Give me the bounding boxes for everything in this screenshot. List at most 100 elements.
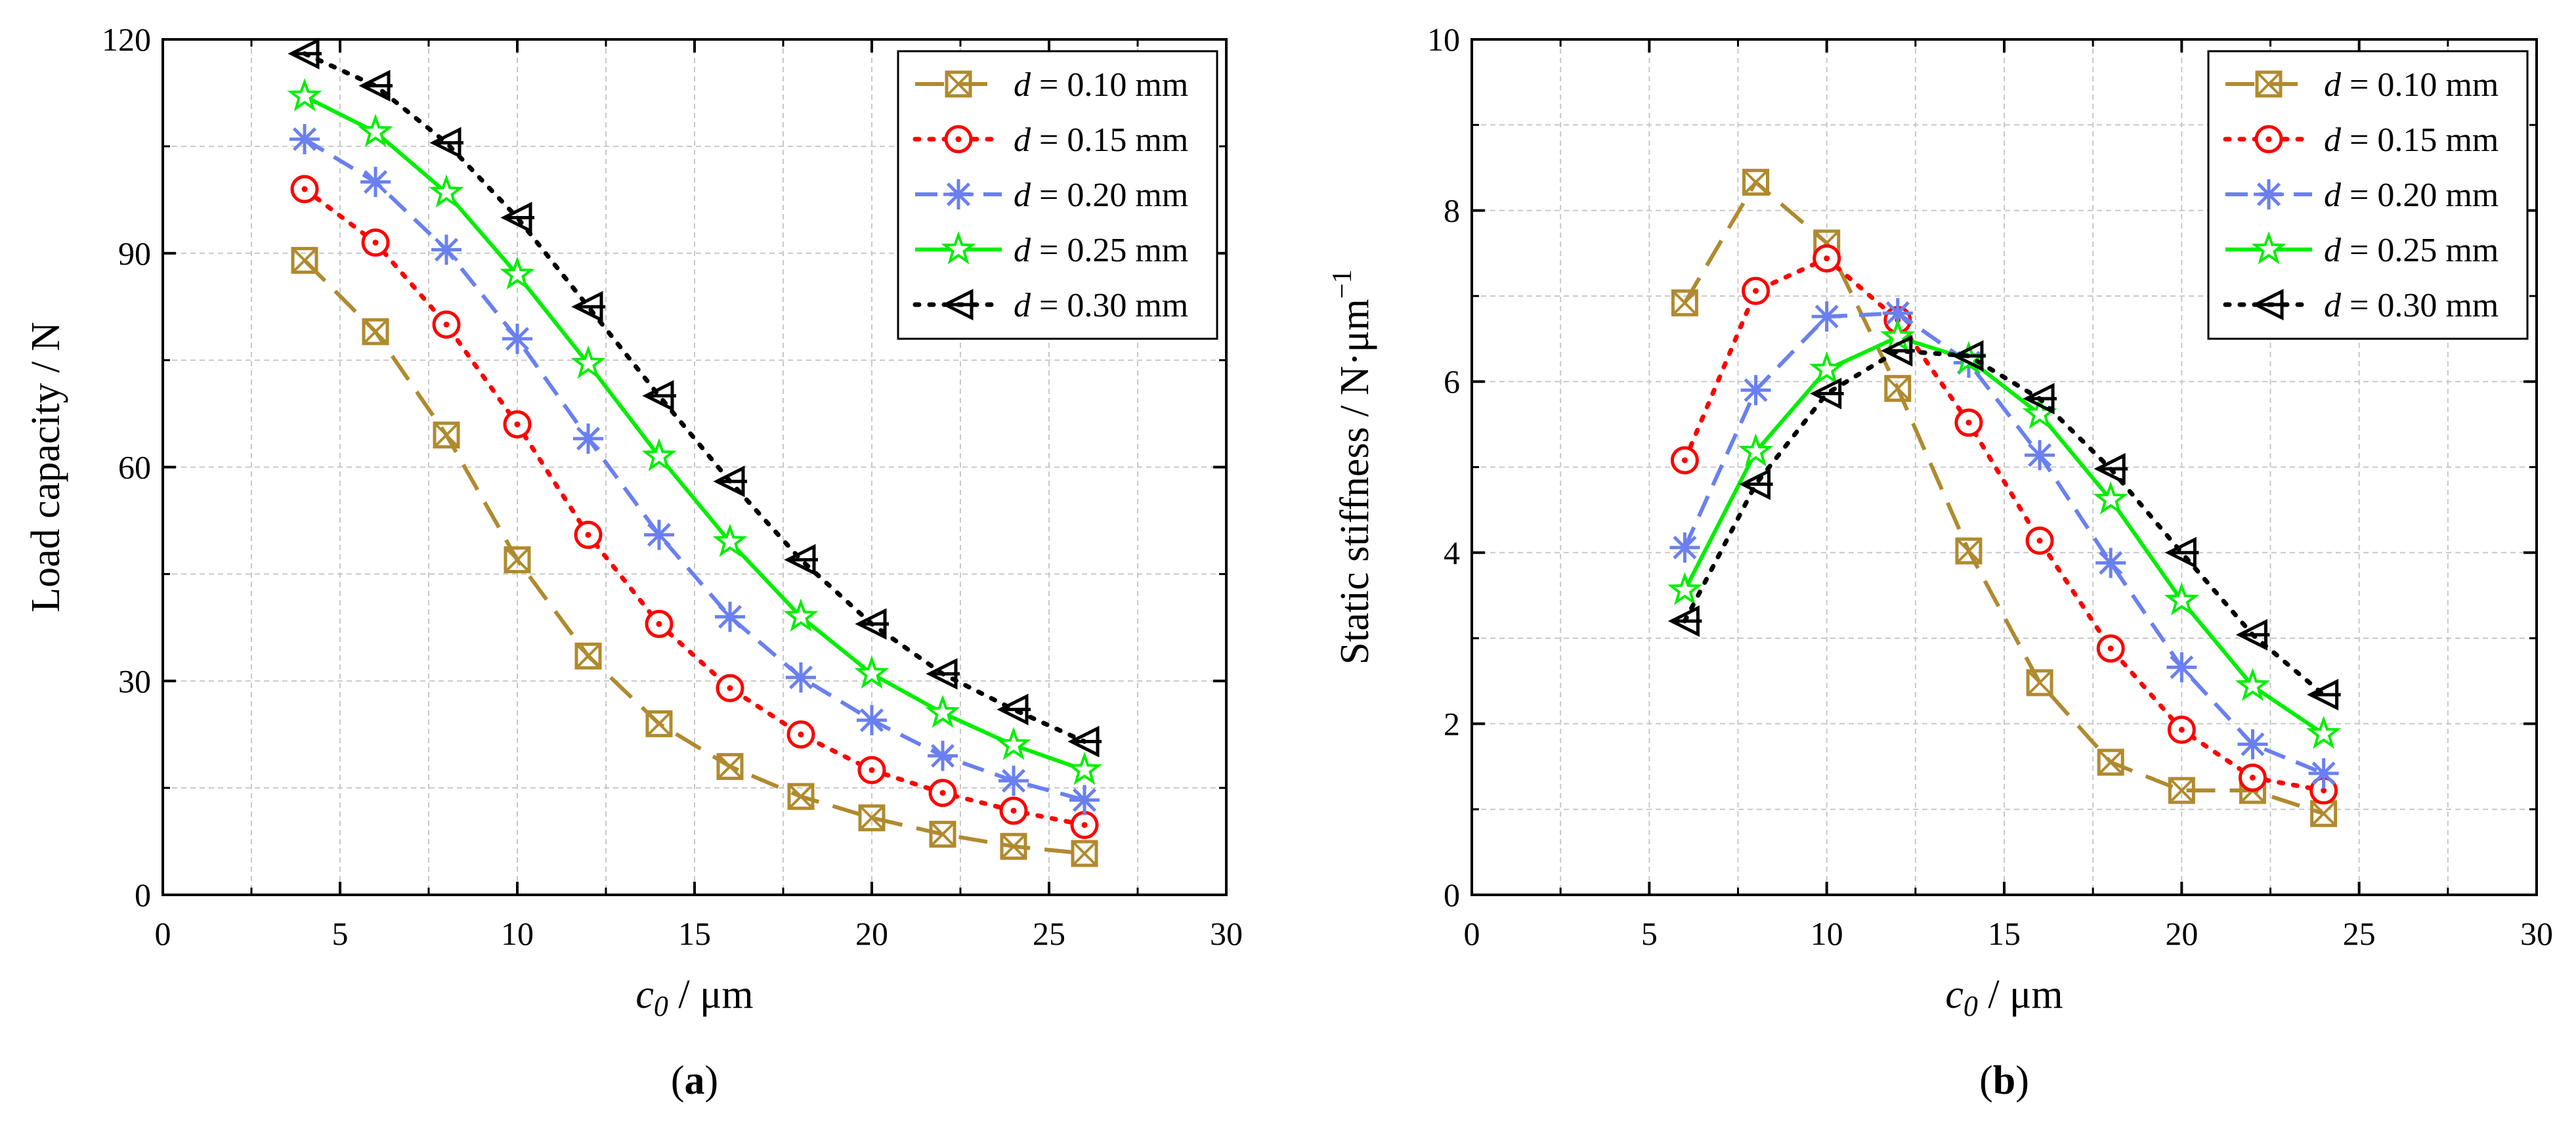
marker-asterisk bbox=[573, 423, 603, 454]
x-tick-label: 15 bbox=[1988, 915, 2021, 952]
marker-dot bbox=[443, 321, 450, 328]
data-point-marker bbox=[641, 438, 677, 471]
marker-box bbox=[2026, 669, 2053, 697]
marker-dot bbox=[514, 421, 521, 427]
data-point-marker bbox=[2237, 729, 2268, 760]
legend-label-value: = 0.30 mm bbox=[1031, 287, 1188, 324]
data-point-marker bbox=[999, 796, 1028, 825]
marker-asterisk bbox=[928, 741, 958, 771]
marker-asterisk bbox=[431, 234, 462, 265]
marker-box bbox=[574, 642, 602, 670]
data-point-marker bbox=[783, 598, 819, 632]
marker-star bbox=[2306, 716, 2342, 749]
marker-dot bbox=[2249, 774, 2256, 781]
marker-star bbox=[500, 256, 535, 290]
marker-asterisk bbox=[2025, 440, 2055, 471]
data-point-marker bbox=[998, 766, 1029, 796]
y-tick-label: 6 bbox=[1444, 363, 1460, 400]
marker-cross bbox=[433, 422, 460, 448]
legend-marker bbox=[941, 231, 976, 265]
data-point-marker bbox=[432, 310, 461, 339]
data-point-marker bbox=[2025, 527, 2054, 555]
data-point-marker bbox=[1000, 832, 1027, 860]
y-tick-label: 0 bbox=[135, 876, 151, 913]
axis-ticks: 0 5 10 15 20 25 30 0 30 60 90 120 bbox=[102, 21, 1243, 952]
marker-cross bbox=[859, 805, 885, 831]
legend-marker bbox=[2255, 70, 2283, 98]
data-point-marker bbox=[574, 521, 603, 550]
data-point-marker bbox=[1810, 378, 1844, 410]
data-point-marker bbox=[503, 410, 532, 439]
legend-label-value: = 0.10 mm bbox=[1031, 66, 1188, 104]
legend-label-value: = 0.25 mm bbox=[1031, 232, 1188, 269]
legend-marker bbox=[2251, 231, 2286, 265]
marker-box bbox=[2255, 70, 2283, 98]
marker-box bbox=[1955, 537, 1983, 565]
x-tick-label: 20 bbox=[855, 915, 888, 952]
data-point-marker bbox=[1884, 375, 1912, 402]
legend-entry: d = 0.20 mm bbox=[2225, 177, 2499, 214]
data-point-marker bbox=[291, 247, 318, 274]
marker-asterisk bbox=[2166, 652, 2197, 683]
y-tick-label: 0 bbox=[1444, 876, 1460, 913]
data-point-marker bbox=[997, 693, 1031, 725]
marker-star bbox=[1738, 433, 1774, 467]
data-point-marker bbox=[2164, 536, 2199, 569]
data-point-marker bbox=[926, 658, 960, 690]
data-point-marker bbox=[1882, 297, 1913, 328]
marker-asterisk bbox=[1882, 297, 1913, 328]
gridlines bbox=[1472, 39, 2537, 895]
marker-box bbox=[1071, 840, 1098, 867]
data-point-marker bbox=[571, 291, 605, 323]
legend-marker bbox=[941, 288, 976, 321]
legend-label: d = 0.25 mm bbox=[1014, 232, 1188, 269]
data-point-marker bbox=[855, 608, 889, 640]
data-point-marker bbox=[2164, 582, 2199, 616]
marker-box bbox=[645, 710, 673, 737]
legend-label: d = 0.30 mm bbox=[1014, 287, 1188, 324]
series-line bbox=[1682, 348, 2327, 697]
marker-dot bbox=[2265, 136, 2272, 142]
data-point-marker bbox=[1669, 532, 1700, 563]
marker-star bbox=[1809, 351, 1845, 385]
legend-entry: d = 0.30 mm bbox=[912, 287, 1188, 324]
series-line bbox=[303, 259, 1085, 855]
data-point-marker bbox=[1671, 289, 1698, 316]
x-axis-title: c0 / μm bbox=[635, 972, 753, 1022]
marker-box bbox=[1742, 169, 1770, 196]
data-point-marker bbox=[2168, 777, 2195, 804]
marker-dot bbox=[2107, 645, 2114, 652]
marker-cross bbox=[575, 643, 601, 669]
legend-label-variable: d bbox=[1014, 66, 1031, 104]
legend-entry: d = 0.25 mm bbox=[2225, 231, 2499, 269]
series-2 bbox=[1670, 244, 2338, 805]
data-point-marker bbox=[857, 704, 887, 735]
legend-entry: d = 0.15 mm bbox=[2223, 121, 2499, 159]
marker-star bbox=[641, 438, 677, 471]
data-point-marker bbox=[1667, 605, 1702, 637]
data-point-marker bbox=[854, 655, 890, 689]
data-point-marker bbox=[1809, 351, 1845, 385]
legend-entry: d = 0.10 mm bbox=[2225, 66, 2499, 104]
marker-box bbox=[929, 821, 956, 848]
legend-label: d = 0.15 mm bbox=[1014, 121, 1188, 159]
legend-label-value: = 0.10 mm bbox=[2341, 66, 2499, 104]
marker-star bbox=[570, 345, 606, 379]
series-2 bbox=[290, 175, 1099, 840]
marker-cross bbox=[2256, 71, 2282, 97]
marker-box bbox=[433, 421, 460, 449]
data-point-marker bbox=[1740, 375, 1771, 406]
y-tick-label: 120 bbox=[102, 21, 151, 58]
data-point-marker bbox=[429, 174, 464, 208]
data-point-marker bbox=[504, 546, 531, 574]
legend-label-value: = 0.20 mm bbox=[1031, 177, 1188, 214]
y-tick-label: 30 bbox=[118, 662, 151, 699]
marker-star bbox=[996, 727, 1031, 760]
marker-star bbox=[1667, 572, 1702, 605]
marker-asterisk bbox=[2254, 179, 2284, 209]
data-point-marker bbox=[1667, 572, 1702, 605]
data-point-marker bbox=[358, 114, 393, 147]
legend-marker bbox=[943, 179, 974, 209]
data-point-marker bbox=[1742, 276, 1771, 305]
